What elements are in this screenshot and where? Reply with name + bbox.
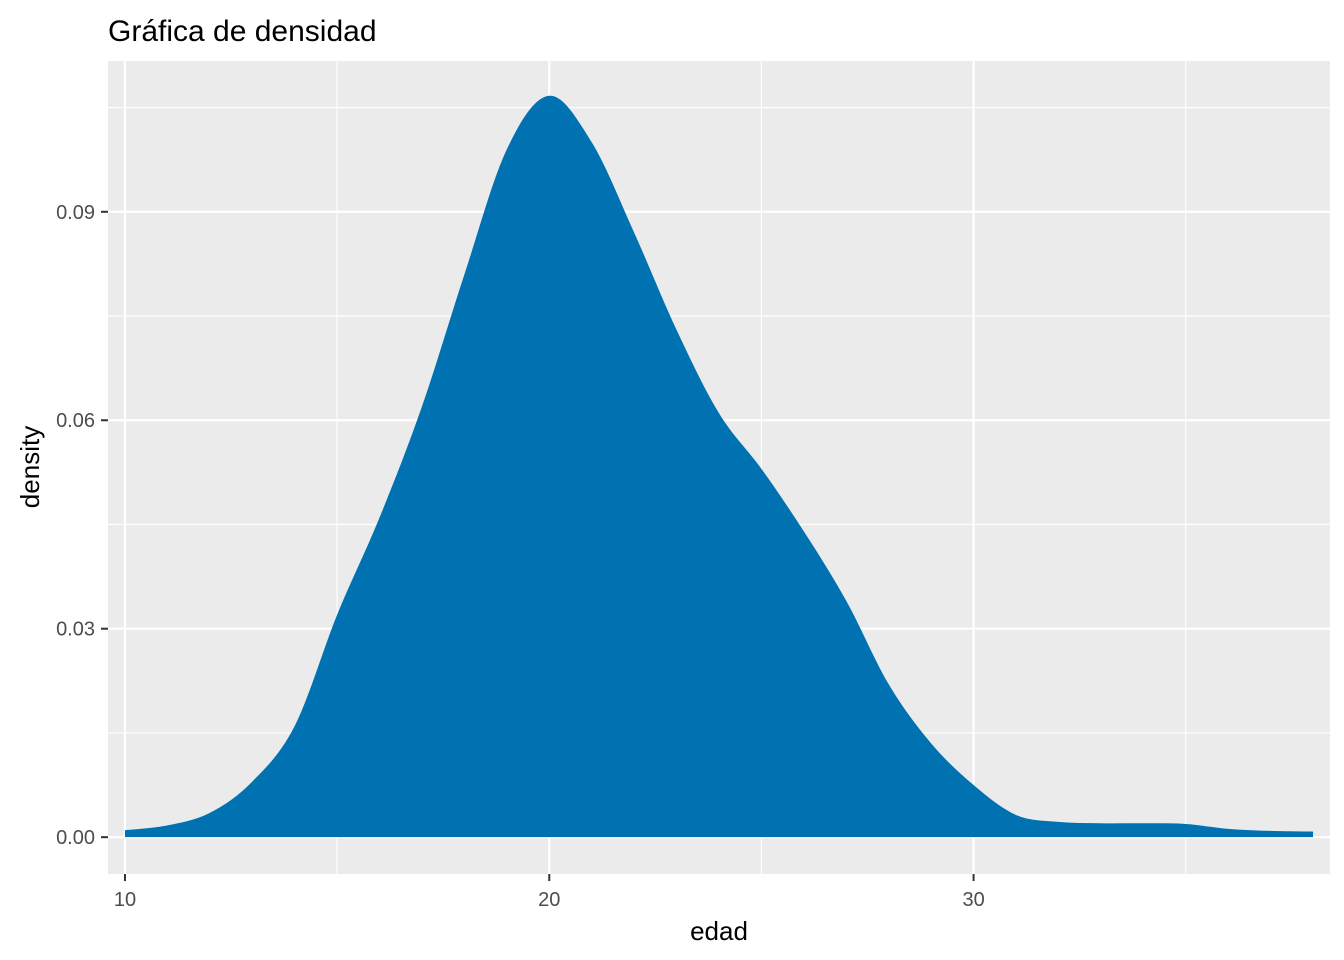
y-tick-label: 0.09 [56, 202, 95, 224]
x-tick-label: 30 [962, 889, 984, 911]
chart-title: Gráfica de densidad [108, 15, 377, 48]
y-tick-labels: 0.00 0.03 0.06 0.09 [56, 202, 95, 849]
y-tick-label: 0.03 [56, 619, 95, 641]
x-tick-label: 20 [538, 889, 560, 911]
axis-ticks [101, 210, 975, 881]
y-tick-label: 0.06 [56, 410, 95, 432]
x-tick-label: 10 [114, 889, 136, 911]
y-tick-label: 0.00 [56, 827, 95, 849]
density-area [124, 95, 1314, 838]
series-layer [124, 95, 1314, 838]
x-tick-labels: 10 20 30 [114, 889, 985, 911]
y-axis-title: density [15, 426, 45, 508]
x-axis-title: edad [690, 916, 748, 946]
